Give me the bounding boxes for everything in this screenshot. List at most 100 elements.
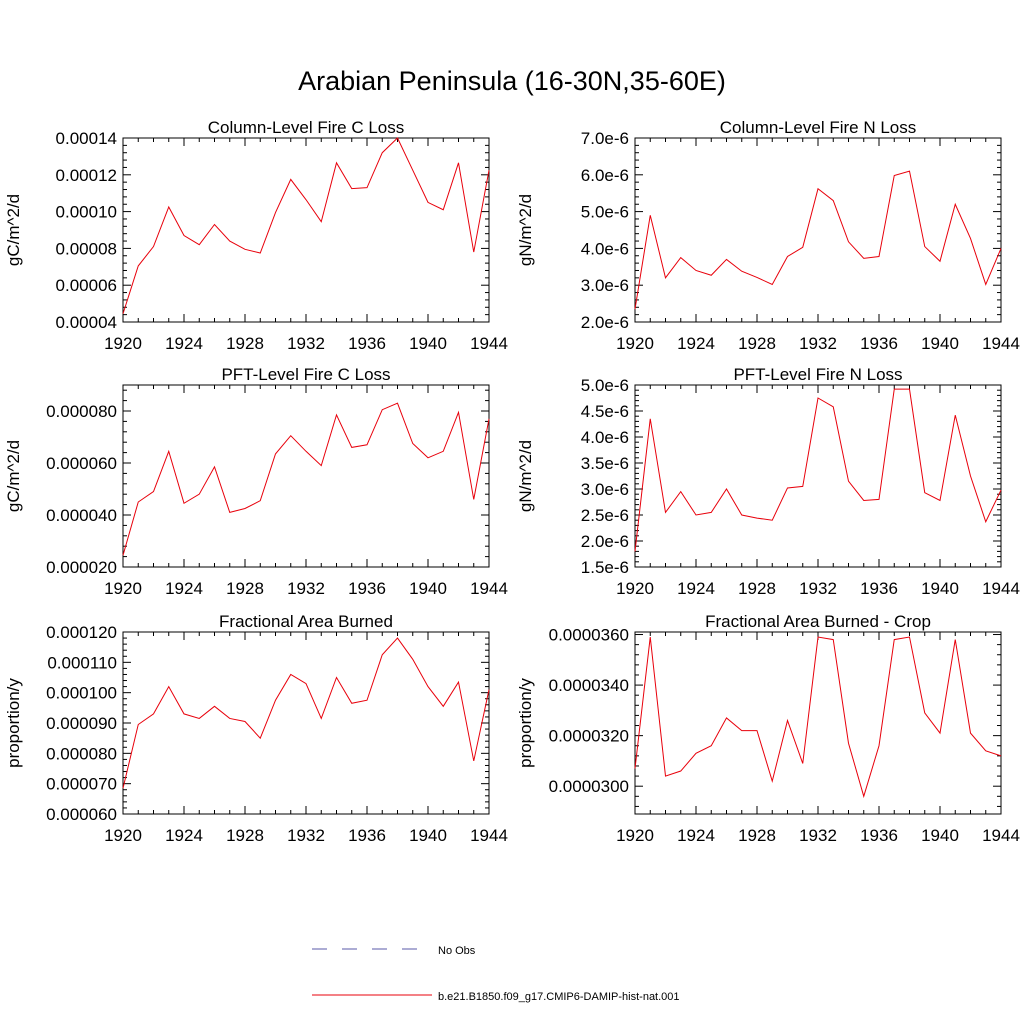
y-tick-label: 3.5e-6 xyxy=(581,454,629,473)
data-point xyxy=(649,214,652,217)
y-tick-label: 0.0000360 xyxy=(549,626,629,645)
data-point xyxy=(740,729,743,732)
data-point xyxy=(213,465,216,468)
data-point xyxy=(649,636,652,639)
plot-frame xyxy=(122,631,490,815)
y-tick-label: 5.0e-6 xyxy=(581,376,629,395)
data-point xyxy=(488,688,491,691)
data-point xyxy=(411,169,414,172)
y-tick-label: 4.0e-6 xyxy=(581,428,629,447)
x-tick-label: 1932 xyxy=(287,826,325,845)
data-point xyxy=(396,402,399,405)
y-tick-label: 0.000060 xyxy=(46,805,117,824)
data-point xyxy=(457,161,460,164)
data-point xyxy=(786,255,789,258)
y-tick-label: 2.5e-6 xyxy=(581,506,629,525)
data-point xyxy=(305,450,308,453)
data-point xyxy=(320,717,323,720)
data-point xyxy=(244,248,247,251)
x-tick-label: 1932 xyxy=(799,334,837,353)
data-point xyxy=(923,711,926,714)
data-point xyxy=(152,245,155,248)
data-point xyxy=(984,749,987,752)
figure-title: Arabian Peninsula (16-30N,35-60E) xyxy=(298,66,726,96)
x-tick-label: 1944 xyxy=(982,334,1020,353)
x-tick-label: 1924 xyxy=(165,826,203,845)
data-point xyxy=(427,456,430,459)
data-point xyxy=(381,408,384,411)
x-tick-label: 1932 xyxy=(799,826,837,845)
data-point xyxy=(679,490,682,493)
data-point xyxy=(137,723,140,726)
x-tick-label: 1928 xyxy=(738,826,776,845)
data-point xyxy=(427,201,430,204)
data-point xyxy=(908,388,911,391)
data-point xyxy=(228,717,231,720)
x-tick-label: 1936 xyxy=(348,579,386,598)
data-point xyxy=(893,174,896,177)
data-point xyxy=(122,554,125,557)
y-tick-label: 2.0e-6 xyxy=(581,532,629,551)
data-point xyxy=(878,498,881,501)
panel-6: Fractional Area Burned - Crop proportion/… xyxy=(516,612,1020,845)
y-tick-label: 0.00004 xyxy=(56,313,117,332)
data-point xyxy=(488,169,491,172)
y-tick-label: 0.000040 xyxy=(46,506,117,525)
data-point xyxy=(634,308,637,311)
x-tick-label: 1924 xyxy=(677,579,715,598)
data-point xyxy=(396,137,399,140)
y-tick-label: 0.000090 xyxy=(46,714,117,733)
panel-title: Fractional Area Burned - Crop xyxy=(705,612,931,631)
series-line xyxy=(634,170,1002,310)
x-tick-label: 1944 xyxy=(470,826,508,845)
data-point xyxy=(725,258,728,261)
x-tick-label: 1944 xyxy=(470,579,508,598)
data-point xyxy=(442,208,445,211)
x-tick-label: 1920 xyxy=(104,334,142,353)
x-tick-label: 1932 xyxy=(287,334,325,353)
data-point xyxy=(350,702,353,705)
data-point xyxy=(167,685,170,688)
data-point xyxy=(289,434,292,437)
y-tick-label: 0.0000340 xyxy=(549,676,629,695)
y-tick-label: 5.0e-6 xyxy=(581,203,629,222)
data-point xyxy=(939,499,942,502)
y-tick-label: 0.0000320 xyxy=(549,727,629,746)
y-tick-label: 3.0e-6 xyxy=(581,480,629,499)
x-tick-label: 1940 xyxy=(921,826,959,845)
data-point xyxy=(847,240,850,243)
panel-grid: Column-Level Fire C Loss gC/m^2/d 1920 1924… xyxy=(4,118,1020,845)
panel-title: PFT-Level Fire N Loss xyxy=(733,365,902,384)
data-point xyxy=(771,780,774,783)
x-tick-label: 1920 xyxy=(616,334,654,353)
data-point xyxy=(411,442,414,445)
data-point xyxy=(862,499,865,502)
x-tick-label: 1920 xyxy=(616,579,654,598)
data-point xyxy=(381,151,384,154)
data-point xyxy=(649,417,652,420)
data-point xyxy=(664,511,667,514)
data-point xyxy=(740,270,743,273)
panel-2: Column-Level Fire N Loss gN/m^2/d 1920 1924… xyxy=(516,118,1020,353)
y-tick-label: 0.00008 xyxy=(56,239,117,258)
data-point xyxy=(923,491,926,494)
series-line xyxy=(122,137,490,314)
data-point xyxy=(289,673,292,676)
data-point xyxy=(954,638,957,641)
data-point xyxy=(1000,247,1003,250)
data-point xyxy=(695,269,698,272)
data-point xyxy=(695,752,698,755)
panel-1: Column-Level Fire C Loss gC/m^2/d 1920 1924… xyxy=(4,118,508,353)
y-tick-label: 0.00014 xyxy=(56,129,117,148)
data-point xyxy=(740,514,743,517)
y-tick-label: 0.00010 xyxy=(56,203,117,222)
plot-frame xyxy=(122,137,490,323)
panel-title: PFT-Level Fire C Loss xyxy=(221,365,390,384)
data-point xyxy=(832,199,835,202)
series-line xyxy=(122,637,490,789)
x-tick-label: 1936 xyxy=(348,334,386,353)
data-point xyxy=(939,732,942,735)
data-point xyxy=(679,256,682,259)
series-line xyxy=(634,388,1002,552)
data-point xyxy=(305,198,308,201)
